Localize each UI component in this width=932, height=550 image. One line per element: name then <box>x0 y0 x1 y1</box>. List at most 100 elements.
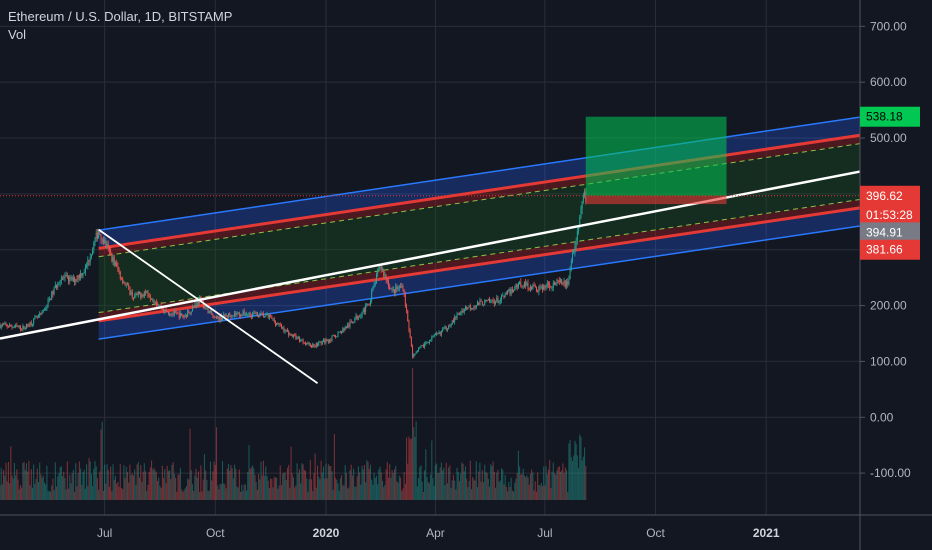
candle-body <box>351 321 353 323</box>
volume-bar <box>541 486 544 500</box>
candle-body <box>159 304 161 306</box>
volume-bar <box>323 466 325 500</box>
candle-body <box>567 281 569 285</box>
candle-body <box>333 335 335 336</box>
candle-body <box>136 293 138 296</box>
candle-body <box>76 279 78 280</box>
candle-body <box>367 303 369 305</box>
candle-body <box>183 317 185 318</box>
candle-body <box>332 335 334 337</box>
volume-bar <box>154 470 156 500</box>
time-axis[interactable]: Jul Oct 2020 Apr Jul Oct 2021 <box>0 514 932 540</box>
volume-bar <box>491 466 493 500</box>
candle-body <box>318 341 320 346</box>
channel-outer-top <box>98 116 861 231</box>
volume-bar <box>485 471 487 500</box>
candle-body <box>190 311 192 314</box>
volume-bar <box>439 467 441 500</box>
candle-body <box>12 327 14 328</box>
volume-bar <box>466 478 468 500</box>
candle-body <box>338 331 340 333</box>
candle-body <box>568 278 570 285</box>
volume-bar <box>256 489 258 500</box>
candle-body <box>467 307 469 310</box>
volume-bar <box>310 479 313 500</box>
target-box[interactable] <box>0 116 860 205</box>
volume-bar <box>402 488 404 500</box>
candle-body <box>177 313 179 315</box>
volume-bar <box>215 427 218 500</box>
candle-body <box>71 277 73 281</box>
volume-bar <box>537 472 539 500</box>
candle-body <box>7 326 9 328</box>
volume-bar <box>246 490 248 500</box>
volume-bar <box>110 466 112 500</box>
volume-bar <box>574 440 576 500</box>
volume-bar <box>81 484 83 500</box>
volume-bar <box>23 461 25 500</box>
candle-body <box>523 282 525 287</box>
candle-body <box>390 288 392 290</box>
volume-bar <box>337 483 339 500</box>
candle-body <box>48 298 50 300</box>
volume-bar <box>523 475 525 500</box>
candle-body <box>220 315 222 321</box>
volume-bar <box>492 461 494 500</box>
volume-bar <box>113 479 115 500</box>
volume-bar <box>472 476 474 500</box>
volume-bar <box>48 490 50 500</box>
volume-indicator-label[interactable]: Vol <box>8 27 27 42</box>
volume-bar <box>70 483 72 500</box>
candle-body <box>301 340 303 341</box>
candle-body <box>58 283 60 285</box>
candle-body <box>121 278 122 279</box>
volume-bar <box>582 456 584 500</box>
volume-bar <box>552 462 554 500</box>
volume-bar <box>444 485 446 500</box>
volume-bar <box>71 473 73 500</box>
price-axis[interactable]: 700.00600.00500.00400.00300.00200.00100.… <box>859 0 911 550</box>
candle-body <box>469 305 471 309</box>
volume-bar <box>90 474 92 500</box>
volume-bar <box>125 466 127 500</box>
candle-body <box>223 314 225 318</box>
candle-body <box>116 262 118 266</box>
volume-bar <box>320 460 322 500</box>
candle-body <box>280 324 282 328</box>
price-tag-label: 394.91 <box>866 225 903 239</box>
volume-bar <box>35 479 37 500</box>
candle-body <box>141 294 143 298</box>
candle-body <box>422 345 424 348</box>
volume-bar <box>129 464 131 500</box>
volume-bar <box>286 467 289 500</box>
volume-bar <box>9 483 11 500</box>
volume-bar <box>94 461 96 500</box>
volume-bar <box>57 476 59 500</box>
candle-body <box>302 340 304 343</box>
volume-bar <box>389 464 391 500</box>
volume-bar <box>414 436 416 500</box>
volume-bar <box>235 468 237 500</box>
candle-body <box>111 253 113 262</box>
candle-body <box>529 286 531 290</box>
volume-bar <box>416 486 418 500</box>
volume-bar <box>55 486 58 500</box>
volume-bar <box>377 484 379 500</box>
symbol-title[interactable]: Ethereum / U.S. Dollar, 1D, BITSTAMP <box>8 9 233 24</box>
candle-body <box>326 339 328 342</box>
volume-bar <box>273 477 275 500</box>
volume-bar <box>331 471 333 500</box>
volume-bar <box>479 462 481 500</box>
volume-bar <box>214 465 216 500</box>
volume-bar <box>579 434 581 500</box>
candle-body <box>182 314 184 318</box>
volume-bar <box>532 472 534 500</box>
candle-body <box>226 315 228 318</box>
volume-bar <box>10 446 12 500</box>
volume-bar <box>517 450 519 500</box>
volume-bar <box>505 486 507 500</box>
volume-bar <box>578 468 580 500</box>
candle-body <box>74 277 76 283</box>
volume-bar <box>342 485 344 500</box>
